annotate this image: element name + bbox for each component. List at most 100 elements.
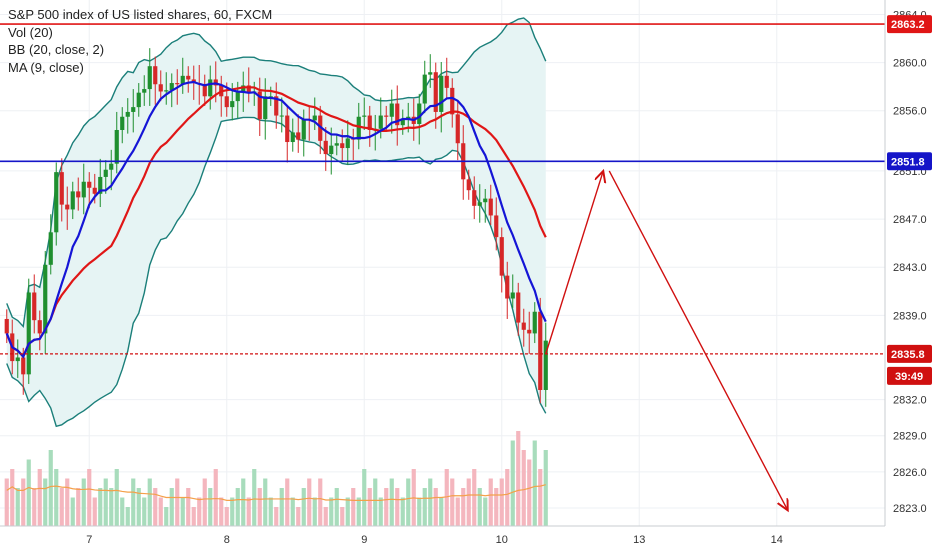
candle-body (120, 116, 125, 130)
y-tick-label: 2826.0 (893, 467, 927, 479)
candle-body (499, 237, 504, 276)
volume-bar (538, 469, 543, 526)
candle-body (521, 322, 526, 330)
legend-ma: MA (9, close) (8, 59, 84, 75)
volume-bar (340, 507, 345, 526)
volume-bar (384, 488, 389, 526)
volume-bar (510, 440, 515, 526)
volume-bar (274, 507, 279, 526)
candle-body (158, 84, 163, 92)
volume-bar (136, 488, 141, 526)
volume-bar (70, 497, 75, 526)
volume-bar (477, 488, 482, 526)
volume-bar (65, 478, 70, 526)
volume-bar (92, 497, 97, 526)
candle-body (235, 91, 240, 102)
volume-bar (483, 497, 488, 526)
resistance-badge-label: 2863.2 (891, 19, 925, 31)
volume-bar (494, 488, 499, 526)
volume-bar (26, 459, 31, 526)
volume-bar (142, 497, 147, 526)
candle-body (241, 85, 246, 92)
volume-bar (131, 478, 136, 526)
volume-bar (59, 488, 64, 526)
candle-body (274, 96, 279, 116)
candle-body (114, 129, 119, 164)
candle-body (142, 89, 147, 93)
volume-bar (98, 488, 103, 526)
candle-body (65, 204, 70, 210)
volume-bar (158, 497, 163, 526)
volume-bar (87, 469, 92, 526)
volume-bar (439, 497, 444, 526)
volume-bar (455, 497, 460, 526)
legend-bollinger: BB (20, close, 2) (8, 42, 105, 57)
volume-bar (461, 488, 466, 526)
chart-title: S&P 500 index of US listed shares, 60, F… (8, 7, 273, 22)
volume-bar (103, 478, 108, 526)
current-price-badge-label: 2835.8 (891, 349, 925, 361)
volume-bar (466, 478, 471, 526)
candle-body (257, 91, 262, 120)
candle-body (37, 320, 42, 334)
volume-bar (125, 507, 130, 526)
candle-body (263, 96, 268, 120)
volume-bar (422, 488, 427, 526)
volume-bar (21, 478, 26, 526)
chart-legend: S&P 500 index of US listed shares, 60, F… (8, 6, 272, 76)
candle-body (285, 115, 290, 143)
candle-body (450, 87, 455, 115)
volume-bar (37, 469, 42, 526)
candle-body (26, 292, 31, 375)
candle-body (395, 103, 400, 126)
x-tick-label: 7 (86, 534, 92, 546)
candle-body (32, 292, 37, 321)
volume-bar (472, 469, 477, 526)
candle-body (527, 329, 532, 334)
volume-bar (532, 440, 537, 526)
candle-body (400, 119, 405, 126)
volume-bar (114, 469, 119, 526)
volume-bar (290, 497, 295, 526)
candle-body (439, 75, 444, 112)
volume-bar (268, 497, 273, 526)
candle-body (301, 119, 306, 140)
y-tick-label: 2843.0 (893, 262, 927, 274)
candle-body (323, 140, 328, 155)
candle-body (48, 232, 53, 265)
candle-body (422, 74, 427, 104)
candle-body (538, 311, 543, 390)
candle-body (186, 75, 191, 80)
candle-body (164, 90, 169, 92)
volume-bar (208, 488, 213, 526)
candle-body (312, 115, 317, 121)
x-tick-label: 13 (633, 534, 645, 546)
bollinger-upper-line (6, 17, 547, 329)
volume-bar (120, 497, 125, 526)
candle-body (516, 292, 521, 323)
resistance-badge (887, 15, 932, 34)
projection-arrow-up[interactable] (545, 171, 604, 355)
projection-arrow-down[interactable] (608, 170, 788, 510)
candle-body (131, 107, 136, 112)
candle-body (417, 103, 422, 124)
countdown-label: 39:49 (895, 371, 923, 383)
volume-bar (219, 497, 224, 526)
volume-bar (373, 478, 378, 526)
volume-bar (389, 478, 394, 526)
y-tick-label: 2839.0 (893, 310, 927, 322)
volume-bar (444, 469, 449, 526)
volume-bar (499, 478, 504, 526)
candle-body (362, 115, 367, 117)
volume-bar (543, 450, 548, 526)
candle-body (477, 202, 482, 206)
candle-body (296, 132, 301, 140)
ma20-line (5, 86, 547, 359)
candle-body (329, 145, 334, 155)
volume-bar (4, 478, 9, 526)
candle-body (367, 115, 372, 130)
volume-bar (516, 431, 521, 526)
candle-body (59, 172, 64, 205)
y-tick-label: 2829.0 (893, 431, 927, 443)
